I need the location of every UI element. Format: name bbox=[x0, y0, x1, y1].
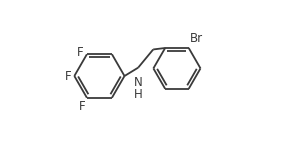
Text: F: F bbox=[65, 69, 71, 83]
Text: Br: Br bbox=[190, 32, 203, 45]
Text: F: F bbox=[79, 100, 85, 113]
Text: N
H: N H bbox=[134, 76, 143, 101]
Text: F: F bbox=[77, 46, 84, 59]
